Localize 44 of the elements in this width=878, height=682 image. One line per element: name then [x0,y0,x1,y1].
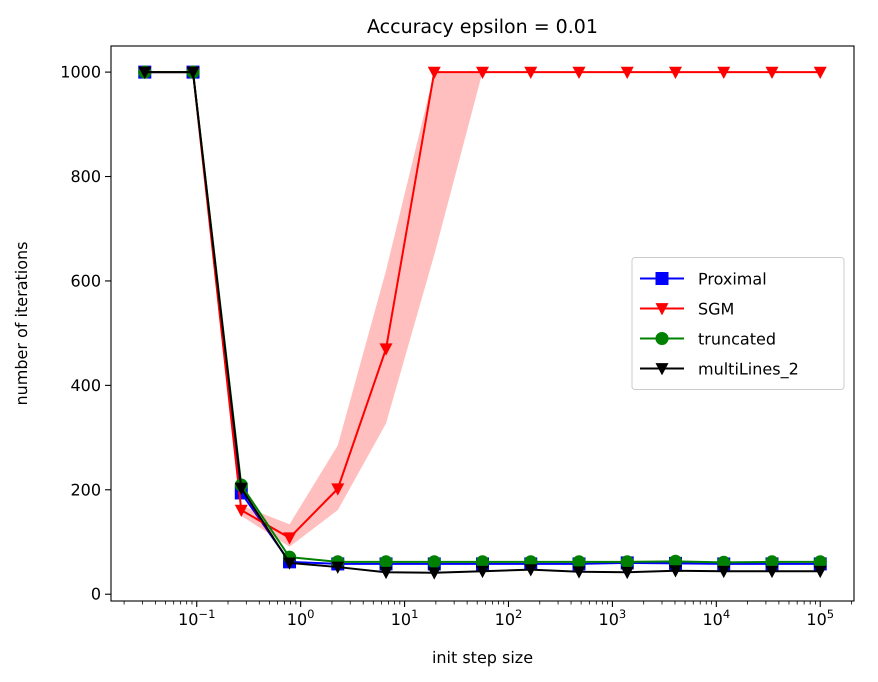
x-tick-label: 10$^{3}$ [598,607,626,629]
y-tick-label: 800 [70,167,101,186]
point [380,566,393,580]
x-axis-title: init step size [432,648,534,667]
point [572,66,586,79]
y-tick-label: 200 [70,480,101,500]
y-tick-label: 0 [90,584,101,604]
legend-label: truncated [698,330,776,348]
point [766,566,778,578]
y-tick-label: 400 [70,376,101,395]
point [620,566,634,580]
y-tick-label: 1000 [60,62,101,82]
y-axis-title: number of iterations [12,242,31,406]
point [717,66,730,79]
point [572,566,586,579]
x-tick-label: 10$^{0}$ [286,607,314,629]
x-tick-label: 10$^{4}$ [702,607,730,629]
chart-title: Accuracy epsilon = 0.01 [367,16,598,38]
x-tick-label: 10$^{−1}$ [178,607,216,629]
point [524,66,538,79]
point [283,532,296,545]
point [476,566,490,578]
point [814,66,827,79]
y-tick-label: 600 [70,271,101,290]
point [331,562,344,574]
point [380,343,393,356]
point [668,66,682,79]
point [668,565,682,578]
point [428,567,441,580]
point [234,482,248,496]
point [717,566,730,578]
point [620,66,634,79]
legend-label: SGM [698,300,734,318]
x-tick-label: 10$^{1}$ [390,607,418,629]
x-tick-label: 10$^{2}$ [494,607,522,629]
point [524,564,538,577]
point [814,566,827,578]
point [428,66,441,79]
legend-label: Proximal [698,270,767,288]
point [476,66,490,79]
x-tick-label: 10$^{5}$ [806,607,834,629]
legend-label: multiLines_2 [698,360,799,378]
point [331,483,344,496]
point [766,66,778,79]
